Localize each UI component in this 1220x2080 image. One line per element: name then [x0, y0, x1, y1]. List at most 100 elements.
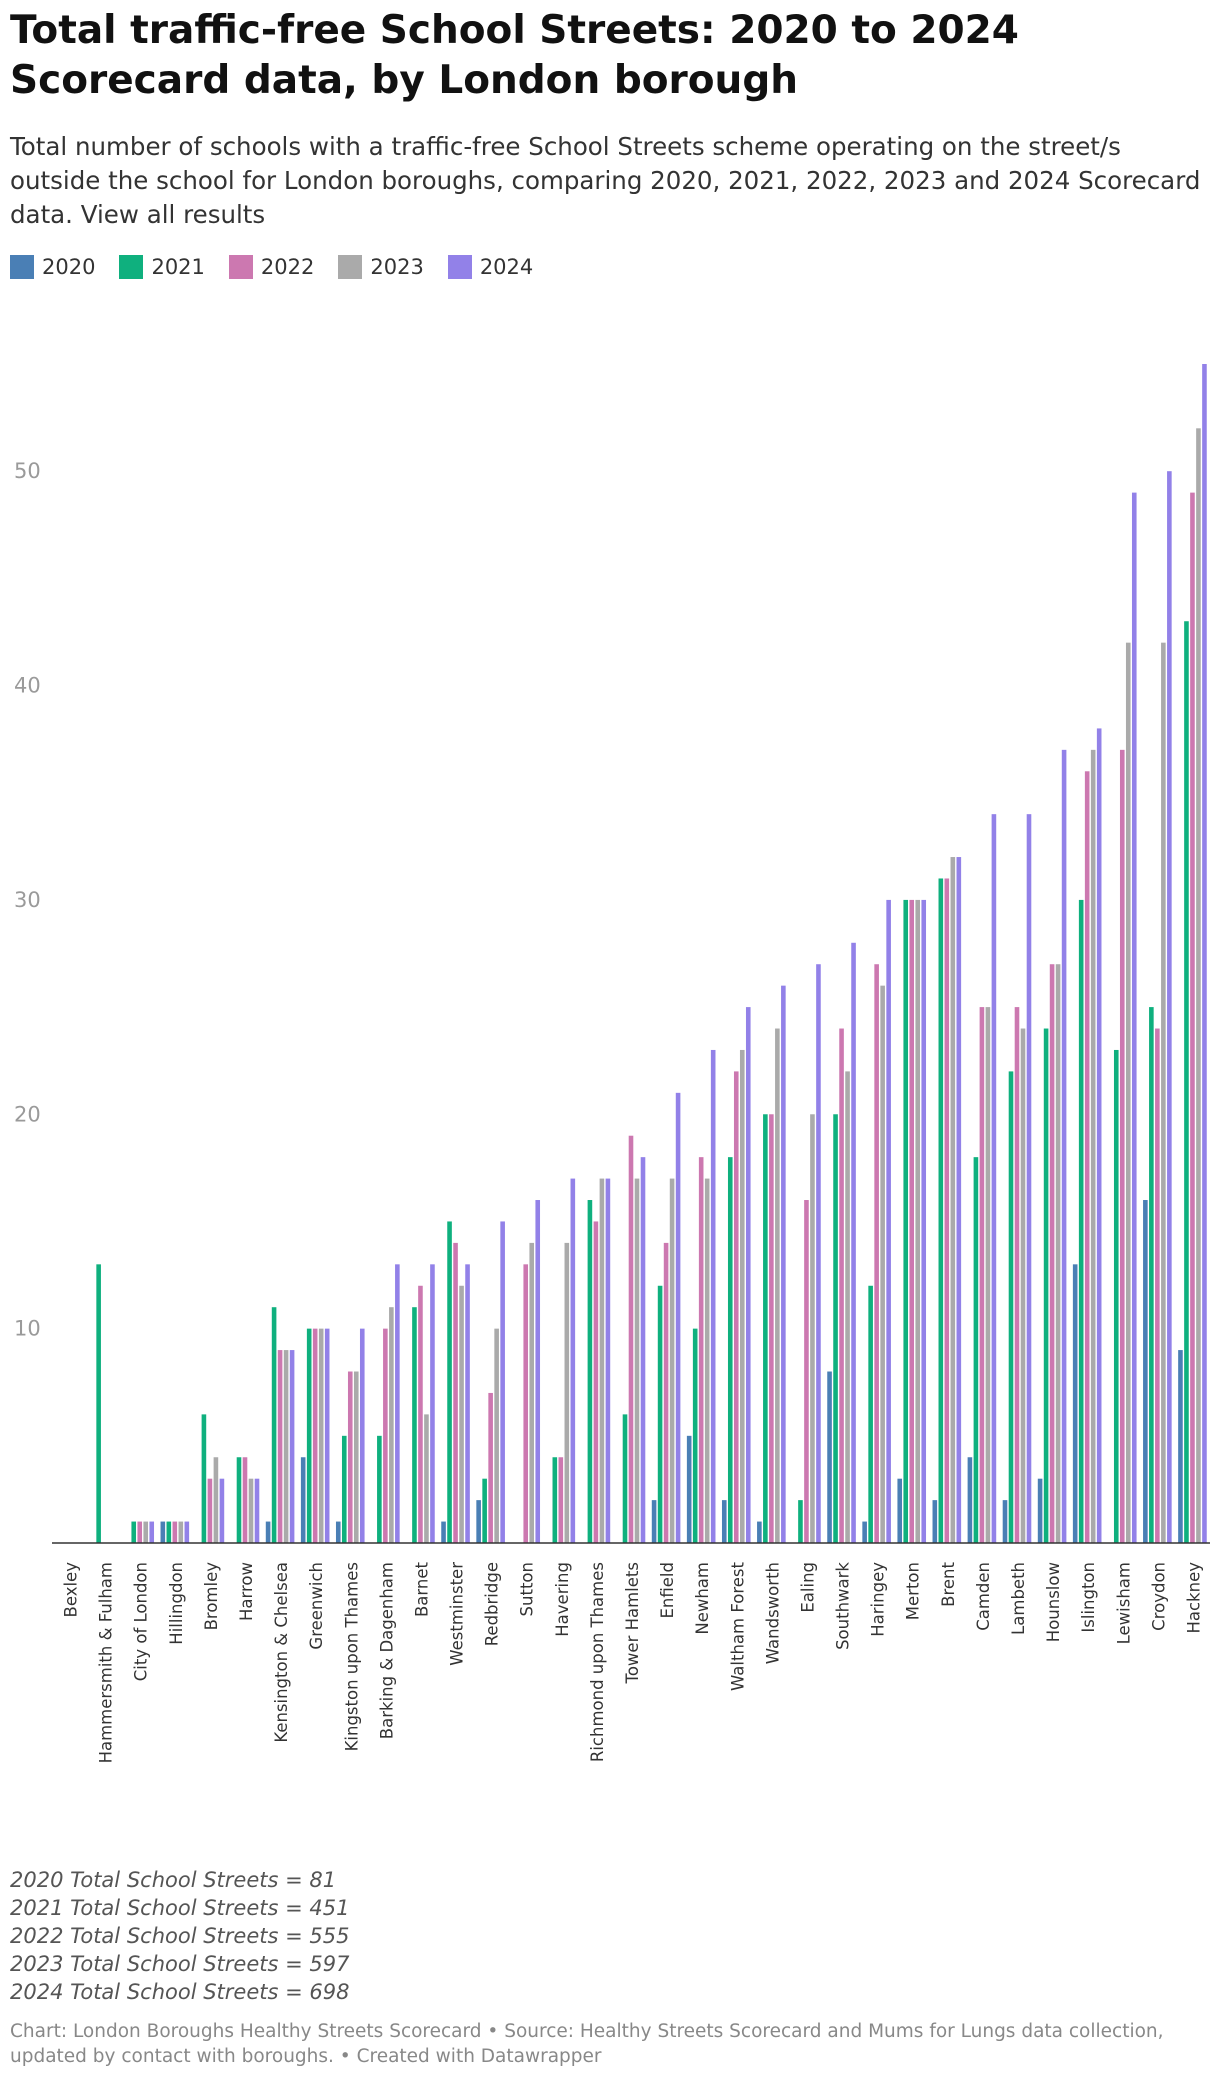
bar-2020	[651, 1500, 657, 1543]
bar-2020	[757, 1521, 762, 1543]
bar-2024	[535, 1200, 541, 1543]
legend-item-2024: 2024	[447, 255, 534, 279]
bar-2022	[944, 878, 950, 1543]
x-tick-label: Harrow	[237, 1562, 256, 1621]
bar-2022	[593, 1221, 599, 1543]
bar-2023	[248, 1478, 254, 1543]
bar-2023	[318, 1328, 324, 1543]
x-tick-label: Merton	[904, 1562, 923, 1620]
x-tick-label: Enfield	[658, 1562, 677, 1619]
note-2024: 2024 Total School Streets = 698	[10, 1980, 350, 2004]
bar-2023	[424, 1414, 429, 1543]
bar-2021	[868, 1285, 873, 1543]
bar-2022	[383, 1328, 388, 1543]
bar-2024	[816, 964, 821, 1543]
bar-2022	[769, 1114, 774, 1543]
x-tick-label: Croydon	[1149, 1562, 1168, 1631]
legend-label: 2023	[370, 255, 424, 279]
bar-2024	[781, 985, 786, 1543]
bar-2021	[727, 1157, 733, 1543]
bar-2023	[985, 1007, 991, 1543]
x-tick-label: Hillingdon	[167, 1562, 186, 1645]
bar-2021	[798, 1500, 803, 1543]
bar-2020	[1002, 1500, 1008, 1543]
bar-2022	[1190, 492, 1195, 1543]
bar-2024	[149, 1521, 155, 1543]
bar-2024	[254, 1478, 260, 1543]
x-tick-label: Richmond upon Thames	[588, 1562, 607, 1762]
bar-2024	[921, 899, 927, 1543]
x-tick-label: Bexley	[62, 1562, 81, 1618]
x-tick-label: Haringey	[869, 1562, 888, 1637]
bar-2021	[1078, 899, 1084, 1543]
bar-2021	[973, 1157, 979, 1543]
bar-2022	[488, 1392, 493, 1543]
y-tick-label: 50	[14, 459, 41, 483]
x-tick-label: Greenwich	[307, 1562, 326, 1650]
bar-2024	[570, 1178, 576, 1543]
bar-2021	[1043, 1028, 1049, 1543]
bar-2023	[704, 1178, 710, 1543]
bar-2021	[903, 899, 909, 1543]
bar-2022	[277, 1350, 283, 1543]
bar-2023	[564, 1242, 570, 1543]
legend-swatch	[119, 255, 144, 279]
x-tick-label: Ealing	[798, 1562, 817, 1613]
bar-2024	[359, 1328, 365, 1543]
legend-label: 2022	[260, 255, 315, 279]
bar-2020	[300, 1457, 306, 1543]
bar-2024	[956, 857, 962, 1543]
legend-item-2020: 2020	[10, 255, 95, 279]
y-tick-label: 40	[14, 674, 41, 698]
bar-2020	[335, 1521, 341, 1543]
bar-2022	[663, 1242, 669, 1543]
bar-2024	[289, 1350, 295, 1543]
bar-2021	[166, 1521, 172, 1543]
bar-2021	[622, 1414, 628, 1543]
bar-2020	[1072, 1264, 1078, 1543]
bar-2020	[897, 1478, 903, 1543]
x-tick-label: Camden	[974, 1562, 993, 1631]
x-tick-label: Westminster	[448, 1562, 467, 1666]
bar-2024	[1096, 728, 1102, 1543]
legend-label: 2024	[479, 255, 534, 279]
x-tick-label: Barnet	[412, 1561, 431, 1617]
bar-2022	[453, 1242, 458, 1543]
bar-2022	[909, 899, 915, 1543]
legend-label: 2021	[151, 255, 205, 279]
note-2023: 2023 Total School Streets = 597	[10, 1952, 350, 1976]
bar-2021	[236, 1457, 242, 1543]
bar-2020	[265, 1521, 271, 1543]
bar-2023	[1090, 749, 1096, 1543]
x-tick-label: Islington	[1079, 1562, 1098, 1633]
chart-credits: Chart: London Boroughs Healthy Streets S…	[10, 2021, 1164, 2067]
x-tick-label: Lambeth	[1009, 1562, 1028, 1635]
bar-2022	[733, 1071, 739, 1543]
legend-item-2023: 2023	[338, 255, 424, 279]
x-tick-label: Bromley	[202, 1562, 221, 1631]
bar-2024	[710, 1049, 716, 1543]
bar-2021	[1008, 1071, 1014, 1543]
bar-2024	[675, 1092, 681, 1543]
bar-2021	[1184, 621, 1189, 1543]
bar-2022	[698, 1157, 704, 1543]
x-tick-label: Waltham Forest	[728, 1561, 747, 1690]
x-tick-label: Hackney	[1184, 1562, 1203, 1634]
bar-2024	[324, 1328, 330, 1543]
bar-2023	[880, 985, 885, 1543]
bar-2021	[763, 1114, 768, 1543]
bar-chart: 10 20 30 40 50 Bexley Hammersmith & Fulham City…	[14, 364, 1210, 1763]
bar-2021	[1113, 1049, 1119, 1543]
bar-2022	[207, 1478, 213, 1543]
y-tick-label: 10	[14, 1317, 41, 1341]
bar-2022	[1014, 1007, 1020, 1543]
bar-2020	[686, 1435, 692, 1543]
totals-notes: 2020 Total School Streets = 81 2021 Tota…	[10, 1866, 349, 2006]
bar-2022	[804, 1200, 809, 1543]
bar-2023	[1161, 642, 1166, 1543]
bar-2021	[377, 1435, 382, 1543]
bar-2024	[1202, 364, 1207, 1543]
legend-swatch	[338, 255, 363, 279]
x-tick-label: Brent	[939, 1561, 958, 1606]
bar-2021	[1149, 1007, 1154, 1543]
